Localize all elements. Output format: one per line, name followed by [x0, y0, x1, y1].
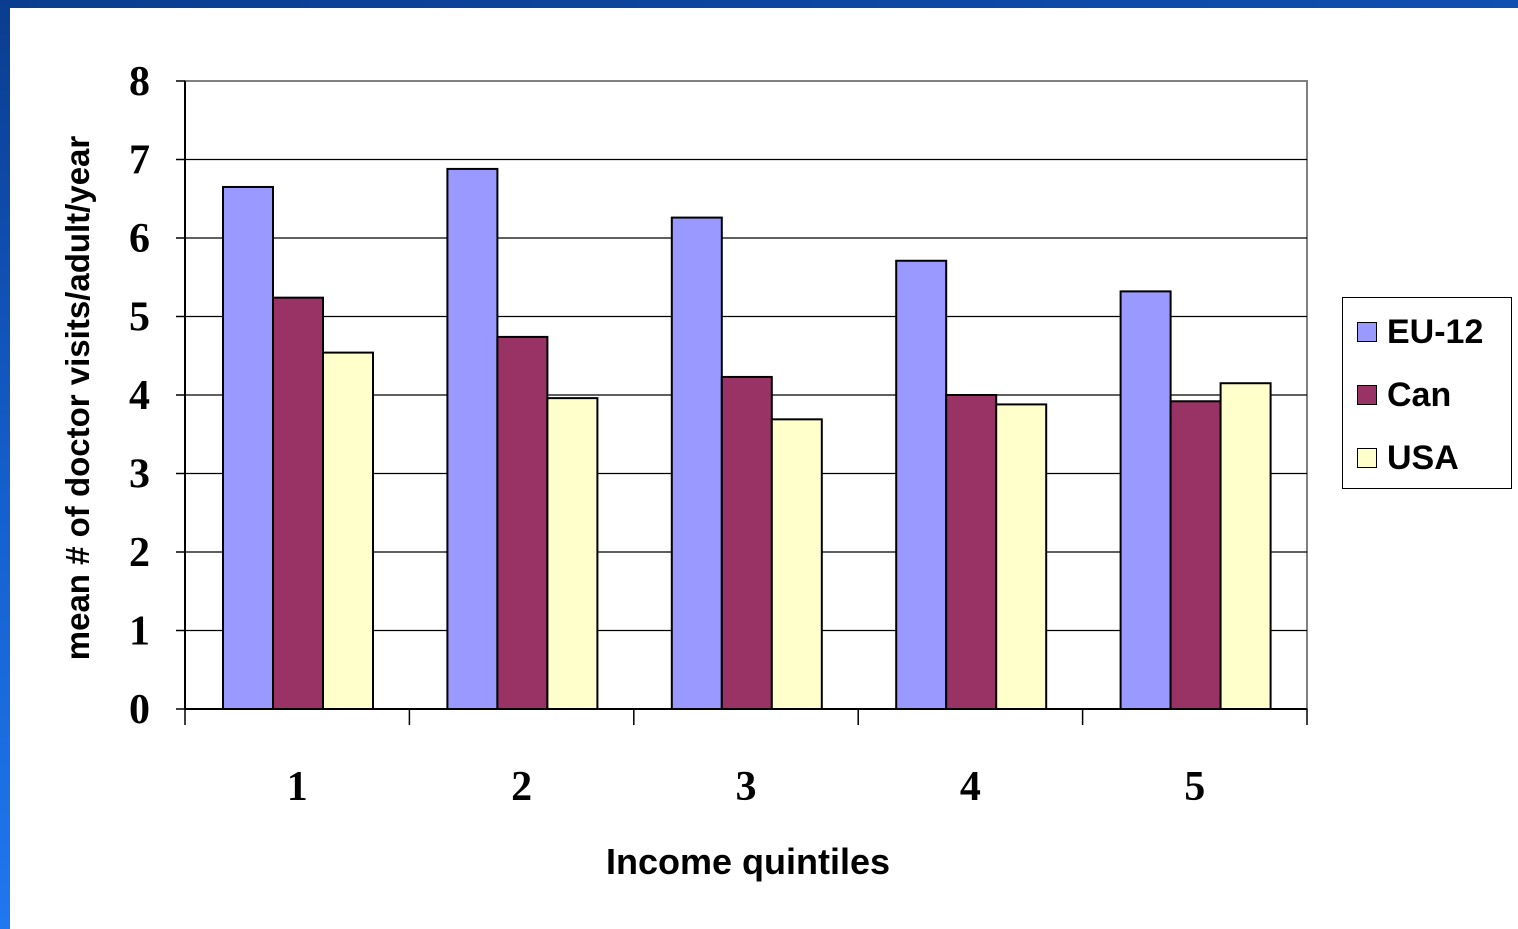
legend-item-eu12: EU-12 — [1357, 312, 1483, 352]
legend-item-can: Can — [1357, 375, 1451, 415]
legend: EU-12 Can USA — [1342, 297, 1512, 489]
y-tick-label: 7 — [129, 138, 150, 184]
x-tick-label: 2 — [511, 764, 532, 810]
bar-can-q4 — [945, 394, 998, 710]
y-axis-title: mean # of doctor visits/adult/year — [59, 135, 96, 661]
x-axis-title: Income quintiles — [605, 841, 891, 882]
bar-eu12-q3 — [670, 216, 723, 710]
x-tick-label: 3 — [736, 764, 757, 810]
legend-swatch-can — [1357, 385, 1377, 405]
legend-item-usa: USA — [1357, 438, 1459, 478]
y-tick-label: 0 — [129, 687, 150, 733]
x-tick-label: 4 — [960, 764, 981, 810]
bar-can-q5 — [1169, 400, 1222, 710]
bar-usa-q1 — [322, 351, 374, 710]
bar-usa-q2 — [546, 397, 599, 710]
bar-usa-q4 — [995, 403, 1048, 710]
legend-label-eu12: EU-12 — [1387, 312, 1484, 351]
x-tick-label: 5 — [1184, 764, 1205, 810]
legend-swatch-usa — [1357, 448, 1377, 468]
bar-eu12-q1 — [222, 185, 274, 711]
bar-can-q1 — [272, 296, 324, 710]
y-tick-label: 6 — [129, 216, 150, 262]
y-tick-label: 3 — [129, 452, 150, 498]
bar-can-q2 — [496, 335, 549, 710]
bar-eu12-q5 — [1119, 290, 1172, 710]
slide-top-bar — [0, 0, 1518, 8]
bar-usa-q5 — [1219, 382, 1272, 710]
y-tick-label: 5 — [129, 295, 150, 341]
axes — [176, 80, 1308, 725]
y-tick-label: 2 — [129, 530, 150, 576]
bar-eu12-q4 — [895, 259, 948, 710]
legend-swatch-eu12 — [1357, 322, 1377, 342]
y-tick-labels: 0 1 2 3 4 5 6 7 8 — [129, 59, 150, 733]
x-tick-label: 1 — [287, 764, 308, 810]
x-tick-labels: 1 2 3 4 5 — [287, 764, 1206, 810]
legend-label-usa: USA — [1387, 438, 1459, 477]
bar-eu12-q2 — [446, 167, 499, 711]
bars — [222, 167, 1272, 711]
slide-left-bar — [0, 0, 10, 929]
y-tick-label: 8 — [129, 59, 150, 105]
y-tick-label: 4 — [129, 373, 150, 419]
legend-label-can: Can — [1387, 375, 1452, 414]
bar-usa-q3 — [770, 418, 823, 710]
y-tick-label: 1 — [129, 609, 150, 655]
bar-can-q3 — [720, 375, 773, 710]
